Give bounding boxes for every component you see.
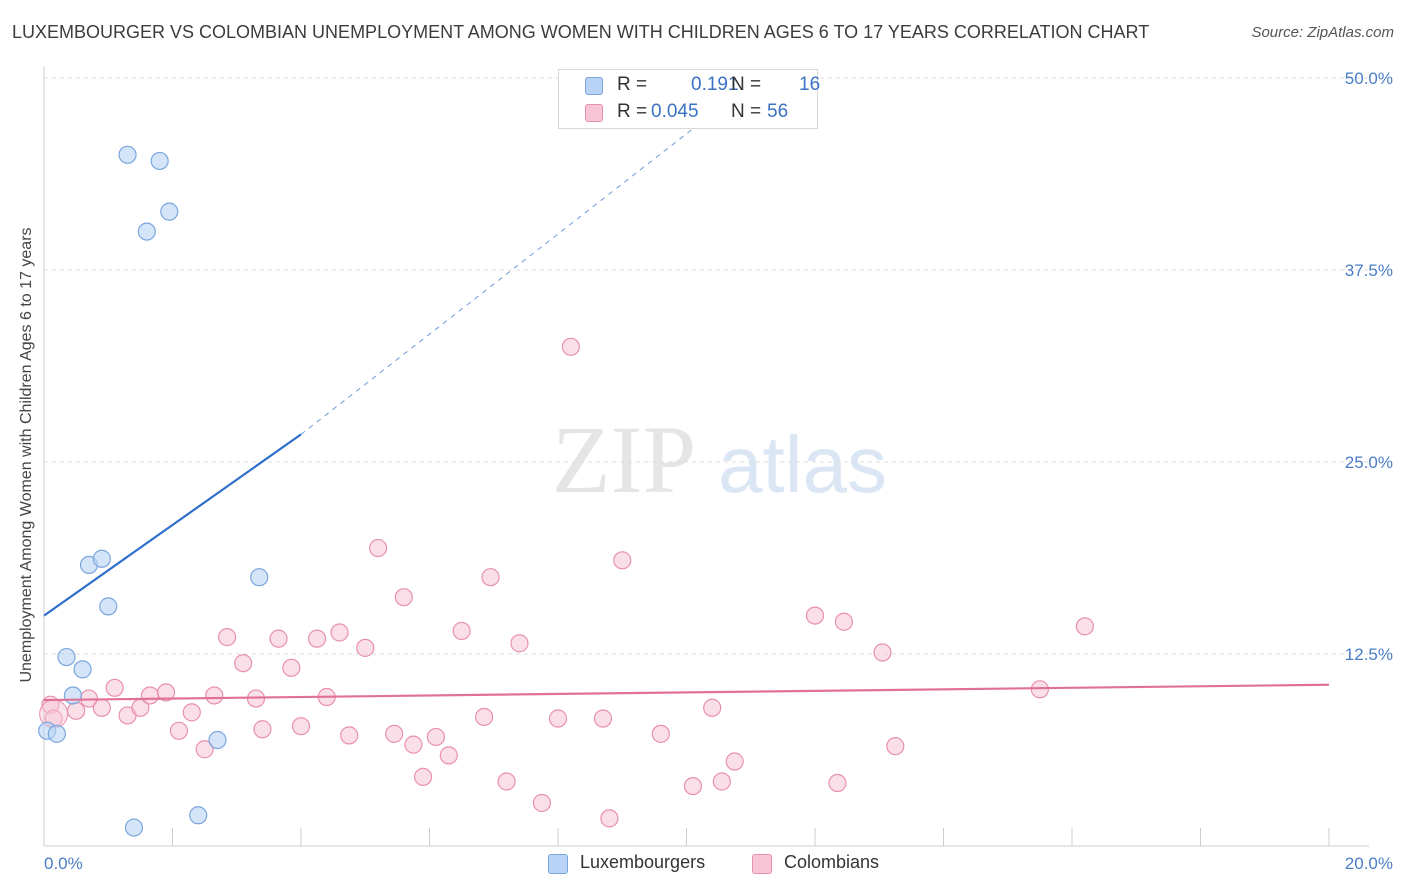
colombians-point bbox=[651, 724, 670, 743]
colombians-point bbox=[886, 737, 905, 756]
luxembourgers-point bbox=[137, 222, 156, 241]
r-value: 0.045 bbox=[651, 101, 699, 122]
luxembourgers-points bbox=[38, 145, 269, 837]
colombians-point bbox=[282, 658, 301, 677]
colombians-point bbox=[330, 623, 349, 642]
luxembourgers-point bbox=[189, 806, 208, 825]
n-value: 56 bbox=[767, 101, 789, 122]
n-label: N = bbox=[731, 74, 762, 95]
colombians-point bbox=[369, 538, 388, 558]
colombians-point bbox=[805, 606, 825, 625]
colombians-point bbox=[600, 809, 619, 828]
colombians-point bbox=[340, 726, 359, 745]
colombians-trend-line bbox=[43, 683, 1330, 702]
r-value: 0.191 bbox=[691, 74, 739, 95]
colombians-point bbox=[439, 746, 458, 765]
legend-label: Luxembourgers bbox=[580, 852, 706, 872]
colombians-point bbox=[182, 703, 201, 722]
colombians-point bbox=[475, 707, 494, 727]
r-label: R = bbox=[617, 101, 648, 122]
colombians-point bbox=[712, 772, 731, 791]
luxembourgers-point bbox=[63, 686, 83, 705]
watermark-zip: ZIP bbox=[552, 406, 696, 513]
colombians-point bbox=[548, 709, 568, 728]
colombians-point bbox=[105, 678, 124, 697]
colombians-point bbox=[92, 698, 111, 717]
colombians-point bbox=[1075, 617, 1094, 636]
colombians-point bbox=[593, 709, 613, 728]
colombians-point bbox=[834, 612, 854, 631]
colombians-point bbox=[205, 686, 224, 705]
colombians-point bbox=[426, 727, 446, 747]
colombians-swatch bbox=[585, 104, 603, 122]
n-label: N = bbox=[731, 101, 762, 122]
colombians-point bbox=[307, 629, 327, 648]
luxembourgers-point bbox=[92, 549, 111, 568]
gridlines bbox=[44, 77, 1369, 655]
colombians-point bbox=[67, 701, 86, 720]
colombians-point bbox=[394, 588, 413, 607]
colombians-point bbox=[828, 773, 847, 793]
colombians-point bbox=[873, 643, 892, 662]
y-tick-label: 12.5% bbox=[1345, 645, 1393, 664]
colombians-point bbox=[218, 628, 237, 647]
watermark-atlas: atlas bbox=[718, 420, 887, 509]
colombians-point bbox=[452, 621, 471, 641]
colombians-point bbox=[291, 717, 311, 736]
x-tick-label: 0.0% bbox=[44, 854, 83, 873]
y-tick-label: 37.5% bbox=[1345, 261, 1393, 280]
colombians-point bbox=[169, 721, 189, 740]
luxembourgers-swatch bbox=[585, 77, 603, 95]
colombians-point bbox=[725, 752, 744, 771]
trend-lines bbox=[43, 108, 1330, 702]
y-tick-label: 25.0% bbox=[1345, 453, 1393, 472]
colombians-point bbox=[703, 698, 722, 717]
luxembourgers-trend-line bbox=[43, 433, 302, 617]
colombians-point bbox=[510, 634, 529, 653]
source-note: Source: ZipAtlas.com bbox=[1251, 24, 1394, 41]
colombians-point bbox=[253, 720, 272, 739]
luxembourgers-point bbox=[73, 660, 92, 679]
colombians-point bbox=[413, 767, 433, 786]
colombians-points bbox=[39, 337, 1094, 828]
luxembourgers-point bbox=[250, 568, 269, 587]
colombians-point bbox=[404, 735, 423, 754]
luxembourgers-point bbox=[124, 818, 144, 837]
correlation-legend: R = 0.191 N = 16 R = 0.045 N = 56 bbox=[558, 69, 821, 129]
r-label: R = bbox=[617, 74, 648, 95]
colombians-point bbox=[532, 793, 552, 813]
axes bbox=[43, 66, 1369, 847]
luxembourgers-trend-extension bbox=[300, 108, 719, 435]
colombians-point bbox=[140, 686, 160, 705]
chart-title: LUXEMBOURGER VS COLOMBIAN UNEMPLOYMENT A… bbox=[12, 22, 1150, 42]
colombians-point bbox=[385, 724, 404, 743]
luxembourgers-point bbox=[150, 151, 169, 171]
colombians-point bbox=[269, 629, 288, 648]
tick-labels: 12.5% 25.0% 37.5% 50.0% 0.0% 20.0% bbox=[44, 69, 1393, 873]
legend-label: Colombians bbox=[784, 852, 880, 872]
luxembourgers-point bbox=[118, 145, 137, 164]
luxembourgers-point bbox=[160, 202, 179, 221]
colombians-point bbox=[613, 551, 632, 570]
colombians-point bbox=[561, 337, 580, 356]
x-tick-label: 20.0% bbox=[1345, 854, 1393, 873]
luxembourgers-point bbox=[57, 647, 76, 667]
luxembourgers-point bbox=[99, 597, 118, 616]
colombians-point bbox=[156, 683, 176, 702]
colombians-point bbox=[195, 740, 214, 759]
luxembourgers-point bbox=[47, 724, 66, 743]
colombians-point bbox=[683, 776, 703, 796]
colombians-point bbox=[356, 638, 375, 657]
luxembourgers-point bbox=[208, 730, 227, 750]
colombians-swatch bbox=[752, 854, 772, 874]
colombians-point bbox=[481, 568, 500, 587]
colombians-point bbox=[497, 772, 516, 791]
y-tick-label: 50.0% bbox=[1345, 69, 1393, 88]
n-value: 16 bbox=[799, 74, 821, 95]
colombians-point bbox=[234, 654, 253, 673]
luxembourgers-swatch bbox=[548, 854, 568, 874]
